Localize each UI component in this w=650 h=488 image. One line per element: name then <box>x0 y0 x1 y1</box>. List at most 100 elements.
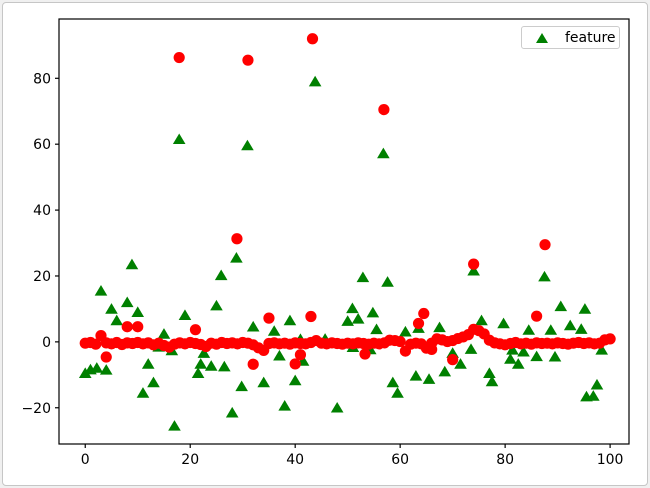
data-point-triangle <box>178 309 192 320</box>
data-point-triangle <box>517 345 530 357</box>
data-point-triangle <box>257 376 270 388</box>
data-point-triangle <box>194 358 208 369</box>
axes-box <box>58 18 630 445</box>
data-point-circle <box>539 239 551 251</box>
y-axis-tick-label: −20 <box>21 401 51 417</box>
x-axis-tick-label: 40 <box>286 452 304 468</box>
data-point-circle <box>90 338 102 350</box>
data-point-triangle <box>554 300 568 312</box>
y-axis-tick-label: 0 <box>42 335 51 351</box>
data-point-triangle <box>172 133 186 145</box>
data-point-triangle <box>157 328 171 339</box>
data-point-circle <box>121 321 133 333</box>
legend-marker-triangle-icon <box>536 32 548 43</box>
data-point-circle <box>231 233 243 245</box>
data-point-triangle <box>595 343 609 355</box>
data-point-circle <box>394 335 406 348</box>
data-point-triangle <box>356 271 370 283</box>
data-point-triangle <box>288 374 302 386</box>
data-point-triangle <box>511 358 525 369</box>
data-point-triangle <box>197 347 211 358</box>
data-point-triangle <box>370 323 383 335</box>
data-point-triangle <box>399 325 412 337</box>
y-axis-tick-label: 40 <box>33 203 51 219</box>
data-point-triangle <box>574 323 588 334</box>
data-point-triangle <box>548 350 562 362</box>
data-point-triangle <box>214 269 228 281</box>
data-point-triangle <box>590 378 604 390</box>
data-point-triangle <box>506 343 519 355</box>
data-point-circle <box>418 307 430 320</box>
data-point-triangle <box>147 376 160 388</box>
data-point-triangle <box>141 358 155 369</box>
data-point-triangle <box>438 365 452 377</box>
data-point-circle <box>378 104 390 116</box>
data-point-triangle <box>267 325 281 336</box>
data-point-triangle <box>346 302 359 314</box>
data-point-triangle <box>351 313 365 324</box>
data-point-triangle <box>241 139 254 151</box>
data-point-triangle <box>381 276 394 287</box>
data-point-triangle <box>587 390 600 401</box>
data-point-triangle <box>422 373 436 384</box>
data-point-triangle <box>544 324 558 335</box>
data-point-triangle <box>330 401 344 413</box>
x-axis-tick-label: 20 <box>181 452 199 468</box>
data-point-circle <box>263 312 275 324</box>
data-point-triangle <box>273 349 286 361</box>
data-point-triangle <box>99 364 113 375</box>
data-point-triangle <box>504 353 517 364</box>
data-point-triangle <box>464 343 478 354</box>
x-axis-tick-label: 80 <box>496 452 514 468</box>
data-point-circle <box>305 310 317 323</box>
legend-label: feature <box>565 29 616 46</box>
data-point-triangle <box>204 360 218 371</box>
data-point-circle <box>132 321 144 333</box>
data-point-circle <box>468 258 480 270</box>
data-point-triangle <box>386 376 400 388</box>
data-point-circle <box>294 349 307 361</box>
data-point-triangle <box>483 367 496 378</box>
data-point-triangle <box>467 264 480 276</box>
x-axis-tick-label: 60 <box>391 452 409 468</box>
data-point-triangle <box>391 387 404 398</box>
data-point-circle <box>189 324 202 336</box>
data-point-circle <box>447 354 459 366</box>
data-point-triangle <box>125 258 139 270</box>
x-axis-tick-label: 100 <box>597 452 624 468</box>
data-point-triangle <box>475 314 488 326</box>
data-point-circle <box>359 348 371 360</box>
data-point-triangle <box>110 314 124 326</box>
data-point-triangle <box>341 315 354 326</box>
data-point-triangle <box>105 303 118 314</box>
data-point-triangle <box>497 317 510 329</box>
data-point-triangle <box>538 270 551 282</box>
data-point-triangle <box>94 285 108 296</box>
y-axis-tick-label: 60 <box>33 137 51 153</box>
data-point-circle <box>412 317 425 330</box>
data-point-triangle <box>278 399 291 411</box>
y-axis-tick-label: 20 <box>33 269 51 285</box>
data-point-triangle <box>90 362 104 373</box>
data-point-triangle <box>168 420 181 431</box>
data-point-triangle <box>235 380 248 392</box>
data-point-circle <box>289 358 301 370</box>
data-point-triangle <box>578 303 592 314</box>
data-point-triangle <box>308 75 322 87</box>
data-point-circle <box>242 54 254 66</box>
data-point-triangle <box>366 306 380 318</box>
data-point-circle <box>604 333 616 345</box>
data-point-triangle <box>433 321 446 333</box>
data-point-triangle <box>191 367 205 378</box>
data-point-triangle <box>246 320 260 332</box>
data-point-triangle <box>377 147 390 159</box>
data-point-circle <box>531 310 543 322</box>
data-point-triangle <box>136 387 150 398</box>
data-point-circle <box>100 351 112 363</box>
data-point-triangle <box>454 358 467 369</box>
data-point-triangle <box>218 360 231 372</box>
data-point-triangle <box>225 406 239 418</box>
data-point-triangle <box>230 252 243 263</box>
data-point-triangle <box>522 324 536 335</box>
